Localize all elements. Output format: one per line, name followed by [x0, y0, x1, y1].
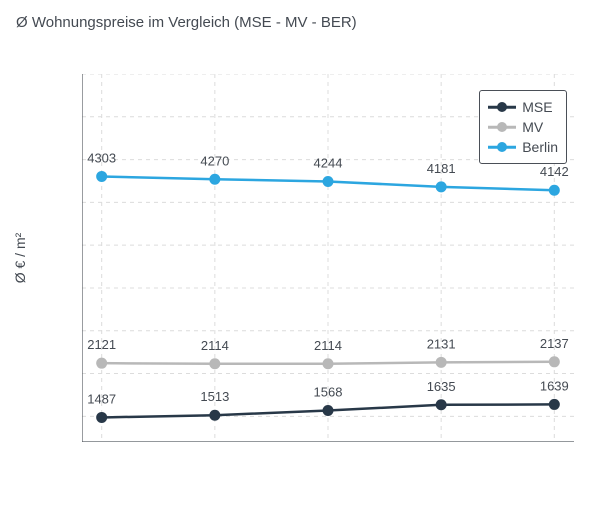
data-point: [323, 176, 334, 187]
data-label: 1487: [87, 391, 116, 406]
data-label: 2137: [540, 336, 569, 351]
data-label: 2121: [87, 337, 116, 352]
data-point: [209, 410, 220, 421]
legend-swatch: [488, 100, 516, 114]
legend-label: MSE: [522, 97, 552, 117]
legend-item-mse: MSE: [488, 97, 558, 117]
data-point: [323, 358, 334, 369]
data-label: 1635: [427, 379, 456, 394]
data-point: [96, 412, 107, 423]
series-mse: 1487 1513 1568 1635 1639: [87, 378, 569, 423]
data-label: 4270: [200, 153, 229, 168]
legend-item-berlin: Berlin: [488, 137, 558, 157]
legend-label: MV: [522, 117, 543, 137]
chart-title: Ø Wohnungspreise im Vergleich (MSE - MV …: [16, 14, 357, 31]
data-point: [209, 358, 220, 369]
data-point: [96, 171, 107, 182]
data-point: [436, 399, 447, 410]
data-label: 1639: [540, 378, 569, 393]
legend-swatch: [488, 140, 516, 154]
data-point: [323, 405, 334, 416]
series-mv: 2121 2114 2114 2131 2137: [87, 336, 569, 369]
data-label: 2114: [201, 338, 229, 353]
data-label: 4244: [314, 155, 343, 170]
data-label: 1568: [314, 385, 343, 400]
y-axis-label: Ø € / m²: [12, 233, 28, 284]
data-point: [96, 358, 107, 369]
chart-legend: MSEMVBerlin: [479, 90, 567, 164]
data-point: [436, 357, 447, 368]
data-point: [436, 181, 447, 192]
data-point: [549, 399, 560, 410]
legend-item-mv: MV: [488, 117, 558, 137]
data-label: 2114: [314, 338, 342, 353]
legend-swatch: [488, 120, 516, 134]
data-point: [549, 356, 560, 367]
data-label: 2131: [427, 336, 456, 351]
data-label: 4181: [427, 161, 456, 176]
legend-label: Berlin: [522, 137, 558, 157]
data-point: [209, 174, 220, 185]
data-label: 1513: [200, 389, 229, 404]
data-point: [549, 185, 560, 196]
data-label: 4142: [540, 164, 569, 179]
data-label: 4303: [87, 150, 116, 165]
